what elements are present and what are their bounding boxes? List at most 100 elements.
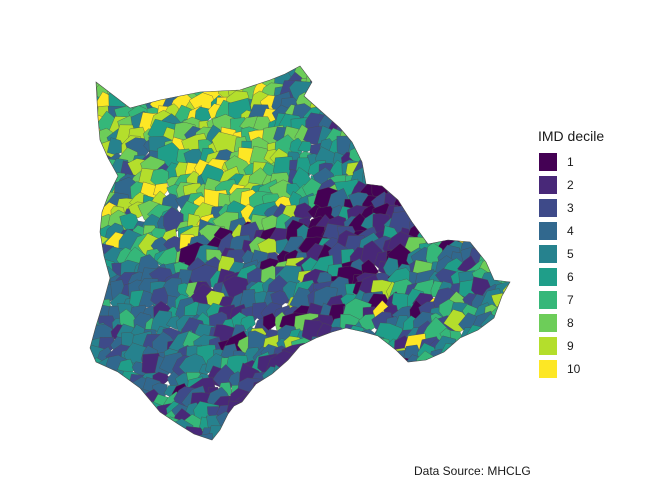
lsoa-polygons <box>90 66 510 454</box>
lsoa-polygon <box>345 90 377 120</box>
lsoa-polygon <box>314 344 337 372</box>
lsoa-polygon <box>394 370 418 392</box>
lsoa-polygon <box>389 428 403 440</box>
lsoa-polygon <box>333 103 364 130</box>
lsoa-polygon <box>426 66 451 75</box>
lsoa-polygon <box>428 415 444 430</box>
lsoa-polygon <box>264 391 280 406</box>
lsoa-polygon <box>159 432 183 440</box>
lsoa-polygon <box>90 284 101 300</box>
lsoa-polygon <box>440 121 456 135</box>
lsoa-polygon <box>98 404 114 420</box>
lsoa-polygon <box>503 198 510 224</box>
lsoa-polygon <box>477 181 505 201</box>
lsoa-polygon <box>430 84 447 103</box>
lsoa-polygon <box>508 294 510 313</box>
lsoa-polygon <box>447 215 469 231</box>
lsoa-polygon <box>496 344 510 367</box>
lsoa-polygon <box>403 412 428 437</box>
lsoa-polygon <box>336 433 362 440</box>
lsoa-polygon <box>90 176 109 200</box>
lsoa-polygon <box>90 415 108 430</box>
lsoa-polygon <box>104 403 131 425</box>
lsoa-polygon <box>476 95 498 116</box>
lsoa-polygon <box>404 70 426 89</box>
lsoa-polygon <box>133 66 155 69</box>
lsoa-polygon <box>90 142 100 158</box>
lsoa-polygon <box>382 357 410 383</box>
lsoa-polygon <box>140 69 160 92</box>
lsoa-polygon <box>396 394 415 409</box>
lsoa-polygon <box>491 435 510 440</box>
lsoa-polygon <box>176 66 193 77</box>
lsoa-polygon <box>90 168 97 194</box>
lsoa-polygon <box>447 106 467 120</box>
lsoa-polygon <box>294 354 313 375</box>
legend-label: 9 <box>567 338 574 353</box>
lsoa-polygon <box>106 66 134 87</box>
lsoa-polygon <box>104 432 125 440</box>
lsoa-polygon <box>370 408 401 438</box>
lsoa-polygon <box>432 160 448 181</box>
lsoa-polygon <box>90 66 107 70</box>
lsoa-polygon <box>288 414 302 431</box>
lsoa-polygon <box>310 436 326 440</box>
lsoa-polygon <box>436 182 458 205</box>
lsoa-polygon <box>126 66 150 89</box>
lsoa-polygon <box>390 126 416 151</box>
lsoa-polygon <box>113 402 141 427</box>
lsoa-polygon <box>305 405 328 426</box>
lsoa-polygon <box>340 388 361 407</box>
lsoa-polygon <box>340 97 354 111</box>
lsoa-polygon <box>367 66 397 75</box>
lsoa-polygon <box>90 427 105 440</box>
lsoa-polygon <box>503 241 510 258</box>
lsoa-polygon <box>90 216 97 241</box>
lsoa-polygon <box>269 413 293 434</box>
lsoa-polygon <box>372 116 394 137</box>
lsoa-polygon <box>216 427 243 440</box>
lsoa-polygon <box>473 390 496 411</box>
lsoa-polygon <box>309 66 323 80</box>
lsoa-polygon <box>404 126 429 153</box>
legend-label: 5 <box>567 246 574 261</box>
lsoa-polygon <box>403 160 421 177</box>
lsoa-polygon <box>297 141 314 153</box>
lsoa-polygon <box>90 166 108 198</box>
lsoa-polygon <box>384 73 404 92</box>
lsoa-polygon <box>305 383 326 402</box>
lsoa-polygon <box>90 271 106 292</box>
lsoa-polygon <box>90 270 102 295</box>
lsoa-polygon <box>294 435 313 440</box>
lsoa-polygon <box>324 398 353 422</box>
lsoa-polygon <box>436 388 460 411</box>
lsoa-polygon <box>417 155 433 169</box>
lsoa-polygon <box>407 92 423 110</box>
legend-swatch <box>538 266 558 287</box>
lsoa-polygon <box>463 201 482 220</box>
lsoa-polygon <box>375 381 393 399</box>
lsoa-polygon <box>479 125 503 154</box>
lsoa-polygon <box>118 425 141 440</box>
lsoa-polygon <box>90 207 96 222</box>
lsoa-polygon <box>447 66 474 85</box>
lsoa-polygon <box>378 98 408 130</box>
lsoa-polygon <box>457 410 480 434</box>
lsoa-polygon <box>367 426 393 440</box>
lsoa-polygon <box>391 134 412 158</box>
lsoa-polygon <box>483 326 500 342</box>
lsoa-polygon <box>90 242 95 270</box>
lsoa-polygon <box>483 413 502 435</box>
lsoa-polygon <box>241 441 256 454</box>
lsoa-polygon <box>276 427 290 440</box>
lsoa-polygon <box>329 66 356 81</box>
lsoa-polygon <box>449 149 468 174</box>
lsoa-polygon <box>472 402 486 420</box>
lsoa-polygon <box>444 119 472 146</box>
lsoa-polygon <box>420 435 445 440</box>
lsoa-polygon <box>245 407 269 437</box>
lsoa-polygon <box>96 393 117 413</box>
lsoa-polygon <box>208 438 223 440</box>
lsoa-polygon <box>430 170 448 188</box>
